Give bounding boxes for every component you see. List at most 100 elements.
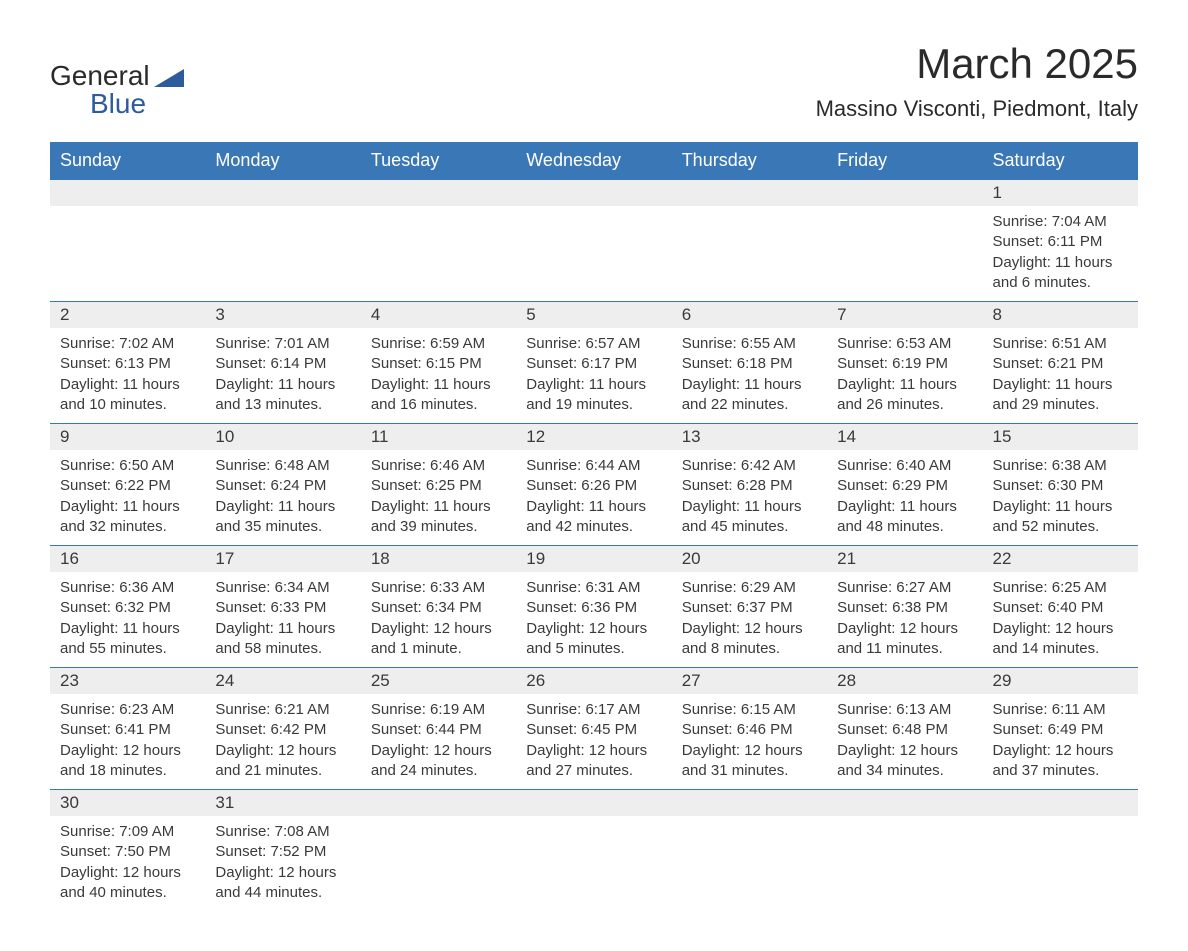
- day-cell: 15Sunrise: 6:38 AMSunset: 6:30 PMDayligh…: [983, 424, 1138, 546]
- sunrise-text: Sunrise: 6:21 AM: [215, 700, 350, 720]
- day-cell: 7Sunrise: 6:53 AMSunset: 6:19 PMDaylight…: [827, 302, 982, 424]
- day-cell: 30Sunrise: 7:09 AMSunset: 7:50 PMDayligh…: [50, 790, 205, 912]
- sunset-text: Sunset: 6:21 PM: [993, 354, 1128, 374]
- sunset-text: Sunset: 6:11 PM: [993, 232, 1128, 252]
- daylight-text: Daylight: 12 hours and 34 minutes.: [837, 741, 972, 782]
- daylight-text: Daylight: 12 hours and 44 minutes.: [215, 863, 350, 904]
- weekday-header: Monday: [205, 142, 360, 180]
- week-row: 30Sunrise: 7:09 AMSunset: 7:50 PMDayligh…: [50, 790, 1138, 912]
- day-cell: 3Sunrise: 7:01 AMSunset: 6:14 PMDaylight…: [205, 302, 360, 424]
- sunset-text: Sunset: 6:19 PM: [837, 354, 972, 374]
- day-number: 20: [672, 546, 827, 572]
- day-cell: 25Sunrise: 6:19 AMSunset: 6:44 PMDayligh…: [361, 668, 516, 790]
- day-content: Sunrise: 7:04 AMSunset: 6:11 PMDaylight:…: [983, 206, 1138, 301]
- sunset-text: Sunset: 6:29 PM: [837, 476, 972, 496]
- weekday-row: SundayMondayTuesdayWednesdayThursdayFrid…: [50, 142, 1138, 180]
- sunset-text: Sunset: 6:14 PM: [215, 354, 350, 374]
- day-cell: 29Sunrise: 6:11 AMSunset: 6:49 PMDayligh…: [983, 668, 1138, 790]
- sunset-text: Sunset: 6:15 PM: [371, 354, 506, 374]
- sunset-text: Sunset: 6:42 PM: [215, 720, 350, 740]
- day-number: 15: [983, 424, 1138, 450]
- day-content: Sunrise: 6:21 AMSunset: 6:42 PMDaylight:…: [205, 694, 360, 789]
- day-content: Sunrise: 6:31 AMSunset: 6:36 PMDaylight:…: [516, 572, 671, 667]
- logo-triangle-icon: [154, 62, 184, 94]
- day-cell: [827, 790, 982, 912]
- day-content: Sunrise: 7:08 AMSunset: 7:52 PMDaylight:…: [205, 816, 360, 911]
- daylight-text: Daylight: 11 hours and 16 minutes.: [371, 375, 506, 416]
- day-content: Sunrise: 6:55 AMSunset: 6:18 PMDaylight:…: [672, 328, 827, 423]
- sunset-text: Sunset: 6:36 PM: [526, 598, 661, 618]
- day-cell: 10Sunrise: 6:48 AMSunset: 6:24 PMDayligh…: [205, 424, 360, 546]
- weekday-header: Saturday: [983, 142, 1138, 180]
- sunrise-text: Sunrise: 6:27 AM: [837, 578, 972, 598]
- day-cell: 9Sunrise: 6:50 AMSunset: 6:22 PMDaylight…: [50, 424, 205, 546]
- day-content: Sunrise: 7:01 AMSunset: 6:14 PMDaylight:…: [205, 328, 360, 423]
- daylight-text: Daylight: 11 hours and 35 minutes.: [215, 497, 350, 538]
- empty-day-number: [983, 790, 1138, 816]
- day-content: Sunrise: 7:09 AMSunset: 7:50 PMDaylight:…: [50, 816, 205, 911]
- day-content: Sunrise: 6:33 AMSunset: 6:34 PMDaylight:…: [361, 572, 516, 667]
- day-cell: 4Sunrise: 6:59 AMSunset: 6:15 PMDaylight…: [361, 302, 516, 424]
- sunrise-text: Sunrise: 6:48 AM: [215, 456, 350, 476]
- daylight-text: Daylight: 11 hours and 10 minutes.: [60, 375, 195, 416]
- empty-day-content: [205, 206, 360, 240]
- day-content: Sunrise: 6:15 AMSunset: 6:46 PMDaylight:…: [672, 694, 827, 789]
- day-content: Sunrise: 6:48 AMSunset: 6:24 PMDaylight:…: [205, 450, 360, 545]
- day-cell: 12Sunrise: 6:44 AMSunset: 6:26 PMDayligh…: [516, 424, 671, 546]
- day-content: Sunrise: 6:50 AMSunset: 6:22 PMDaylight:…: [50, 450, 205, 545]
- week-row: 9Sunrise: 6:50 AMSunset: 6:22 PMDaylight…: [50, 424, 1138, 546]
- day-content: Sunrise: 6:42 AMSunset: 6:28 PMDaylight:…: [672, 450, 827, 545]
- sunrise-text: Sunrise: 6:38 AM: [993, 456, 1128, 476]
- sunset-text: Sunset: 6:40 PM: [993, 598, 1128, 618]
- day-cell: [983, 790, 1138, 912]
- daylight-text: Daylight: 11 hours and 32 minutes.: [60, 497, 195, 538]
- sunrise-text: Sunrise: 6:44 AM: [526, 456, 661, 476]
- day-number: 2: [50, 302, 205, 328]
- sunrise-text: Sunrise: 6:11 AM: [993, 700, 1128, 720]
- day-content: Sunrise: 6:13 AMSunset: 6:48 PMDaylight:…: [827, 694, 982, 789]
- day-number: 14: [827, 424, 982, 450]
- day-cell: [205, 180, 360, 302]
- daylight-text: Daylight: 11 hours and 22 minutes.: [682, 375, 817, 416]
- day-content: Sunrise: 6:36 AMSunset: 6:32 PMDaylight:…: [50, 572, 205, 667]
- empty-day-content: [827, 206, 982, 240]
- empty-day-number: [827, 180, 982, 206]
- daylight-text: Daylight: 11 hours and 19 minutes.: [526, 375, 661, 416]
- day-number: 8: [983, 302, 1138, 328]
- day-number: 3: [205, 302, 360, 328]
- day-cell: 14Sunrise: 6:40 AMSunset: 6:29 PMDayligh…: [827, 424, 982, 546]
- empty-day-number: [205, 180, 360, 206]
- daylight-text: Daylight: 11 hours and 52 minutes.: [993, 497, 1128, 538]
- day-content: Sunrise: 6:29 AMSunset: 6:37 PMDaylight:…: [672, 572, 827, 667]
- daylight-text: Daylight: 11 hours and 39 minutes.: [371, 497, 506, 538]
- day-number: 7: [827, 302, 982, 328]
- day-cell: 5Sunrise: 6:57 AMSunset: 6:17 PMDaylight…: [516, 302, 671, 424]
- day-content: Sunrise: 6:25 AMSunset: 6:40 PMDaylight:…: [983, 572, 1138, 667]
- day-cell: 20Sunrise: 6:29 AMSunset: 6:37 PMDayligh…: [672, 546, 827, 668]
- daylight-text: Daylight: 12 hours and 40 minutes.: [60, 863, 195, 904]
- daylight-text: Daylight: 12 hours and 14 minutes.: [993, 619, 1128, 660]
- daylight-text: Daylight: 11 hours and 58 minutes.: [215, 619, 350, 660]
- day-content: Sunrise: 6:44 AMSunset: 6:26 PMDaylight:…: [516, 450, 671, 545]
- title-section: March 2025 Massino Visconti, Piedmont, I…: [816, 40, 1138, 122]
- calendar-body: 1Sunrise: 7:04 AMSunset: 6:11 PMDaylight…: [50, 180, 1138, 912]
- day-cell: 21Sunrise: 6:27 AMSunset: 6:38 PMDayligh…: [827, 546, 982, 668]
- empty-day-content: [672, 206, 827, 240]
- day-cell: 23Sunrise: 6:23 AMSunset: 6:41 PMDayligh…: [50, 668, 205, 790]
- sunrise-text: Sunrise: 6:19 AM: [371, 700, 506, 720]
- sunrise-text: Sunrise: 7:01 AM: [215, 334, 350, 354]
- sunset-text: Sunset: 6:34 PM: [371, 598, 506, 618]
- week-row: 16Sunrise: 6:36 AMSunset: 6:32 PMDayligh…: [50, 546, 1138, 668]
- sunrise-text: Sunrise: 6:46 AM: [371, 456, 506, 476]
- day-content: Sunrise: 6:17 AMSunset: 6:45 PMDaylight:…: [516, 694, 671, 789]
- day-cell: 27Sunrise: 6:15 AMSunset: 6:46 PMDayligh…: [672, 668, 827, 790]
- sunset-text: Sunset: 6:13 PM: [60, 354, 195, 374]
- daylight-text: Daylight: 11 hours and 55 minutes.: [60, 619, 195, 660]
- daylight-text: Daylight: 12 hours and 1 minute.: [371, 619, 506, 660]
- sunrise-text: Sunrise: 7:04 AM: [993, 212, 1128, 232]
- sunset-text: Sunset: 6:18 PM: [682, 354, 817, 374]
- daylight-text: Daylight: 11 hours and 48 minutes.: [837, 497, 972, 538]
- day-number: 24: [205, 668, 360, 694]
- sunset-text: Sunset: 6:28 PM: [682, 476, 817, 496]
- daylight-text: Daylight: 11 hours and 13 minutes.: [215, 375, 350, 416]
